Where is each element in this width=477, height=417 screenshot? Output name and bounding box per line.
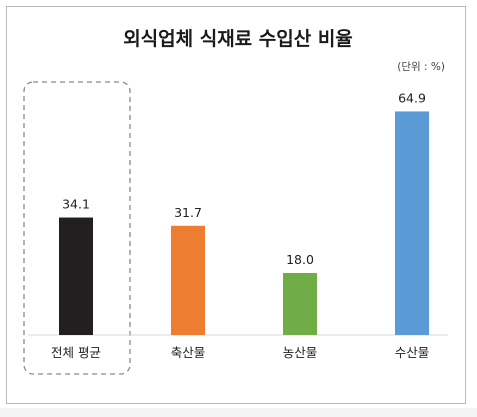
unit-note: (단위 : %) bbox=[397, 60, 445, 73]
category-label-1: 전체 평균 bbox=[51, 345, 101, 360]
bar-3 bbox=[283, 272, 317, 335]
value-label-1: 34.1 bbox=[62, 197, 90, 212]
category-label-4: 수산물 bbox=[395, 345, 430, 360]
highlight-box bbox=[23, 81, 131, 375]
page-bottom-strip bbox=[0, 408, 477, 417]
bar-2 bbox=[171, 225, 205, 335]
bar-4 bbox=[395, 111, 429, 336]
chart-frame bbox=[6, 6, 466, 404]
bar-1 bbox=[59, 217, 93, 335]
chart-title: 외식업체 식재료 수입산 비율 bbox=[123, 28, 353, 50]
value-label-4: 64.9 bbox=[398, 90, 426, 105]
category-label-2: 축산물 bbox=[171, 345, 206, 360]
value-label-3: 18.0 bbox=[286, 252, 314, 267]
value-label-2: 31.7 bbox=[174, 205, 202, 220]
category-label-3: 농산물 bbox=[283, 345, 318, 360]
